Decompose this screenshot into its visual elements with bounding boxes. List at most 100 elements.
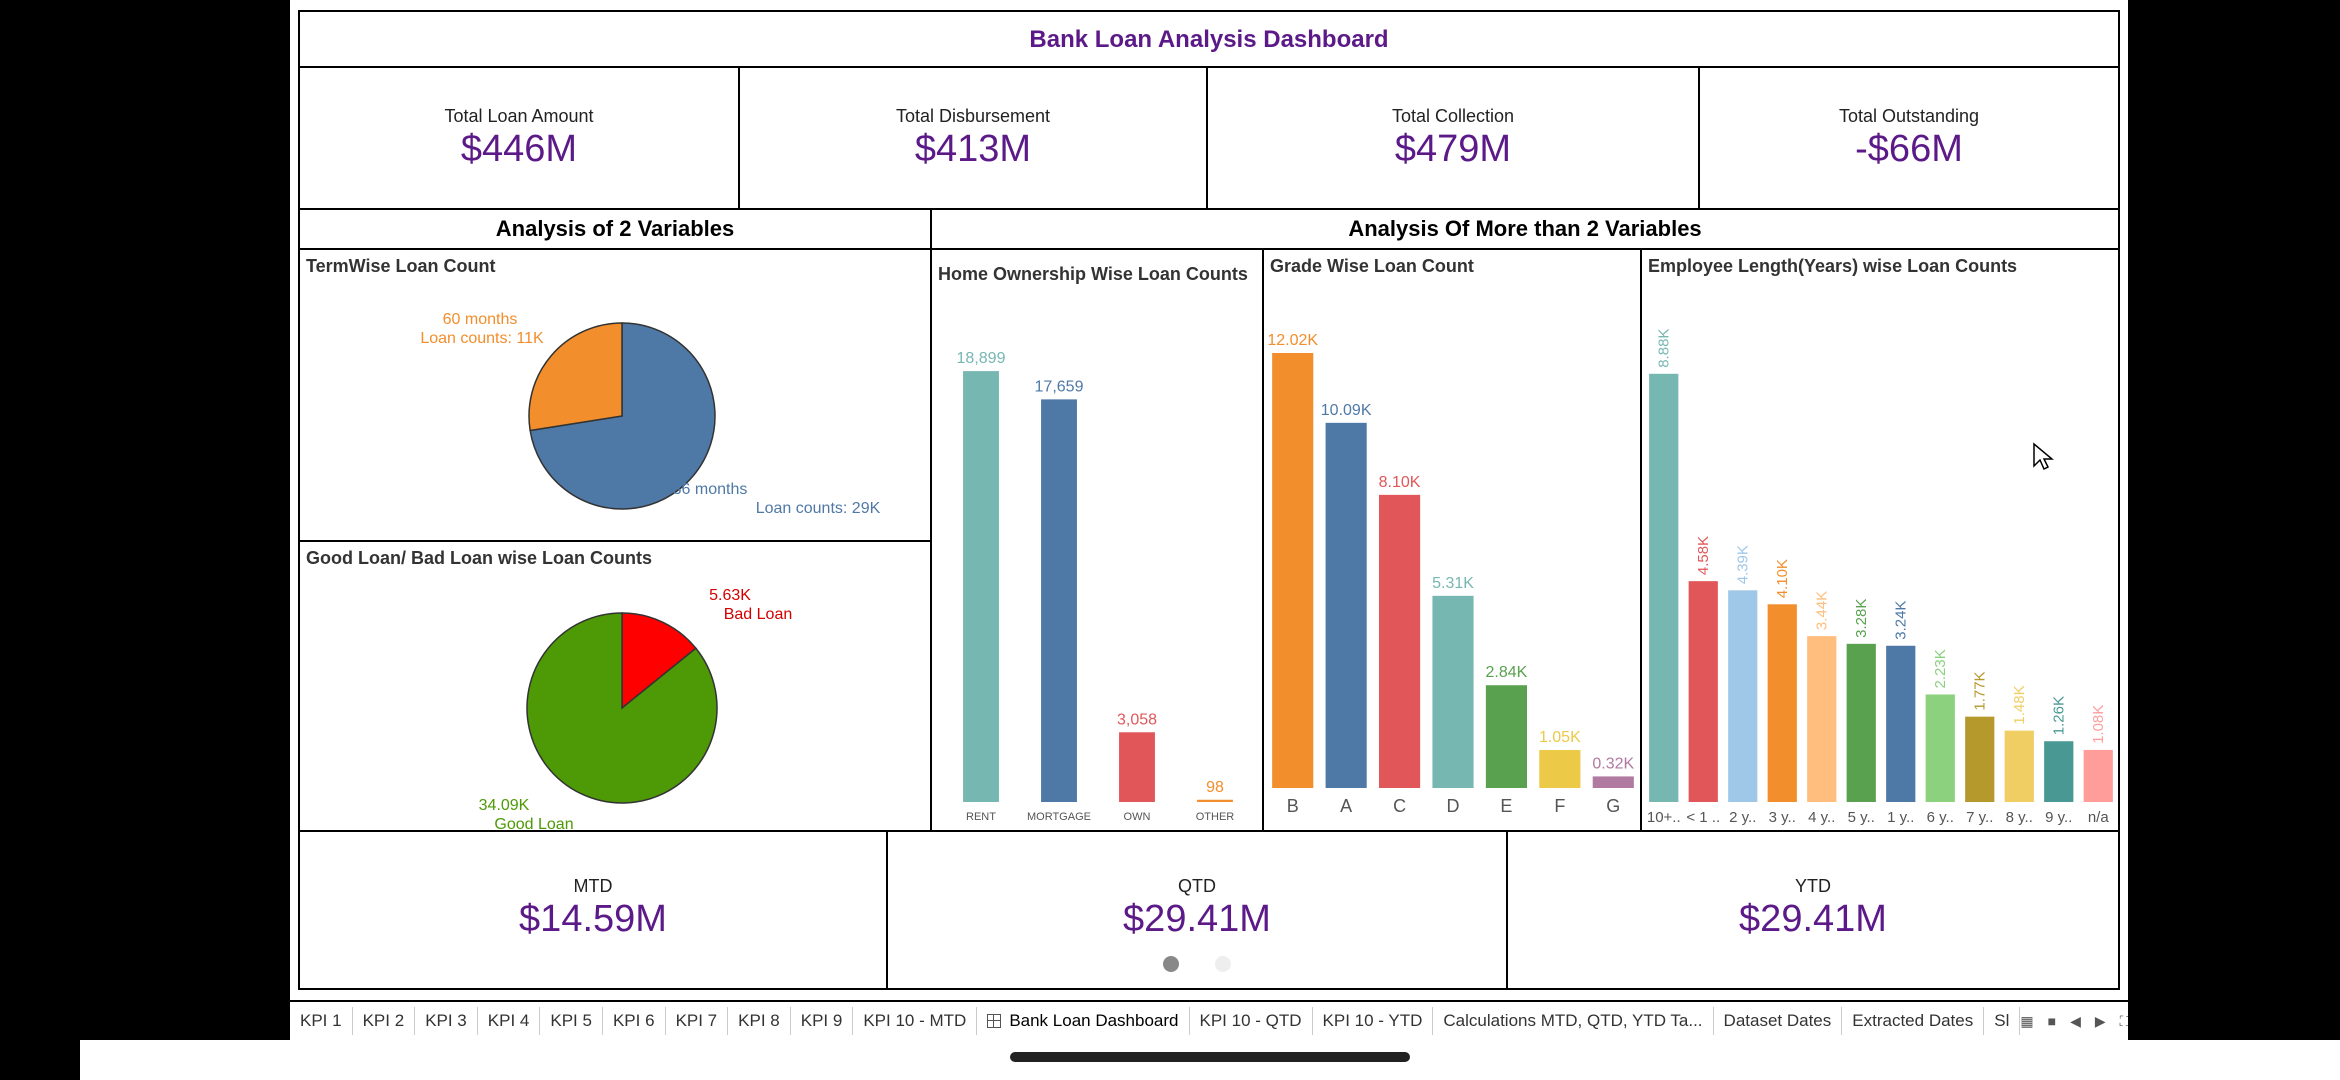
bar-category-label: 1 y.. <box>1887 809 1914 826</box>
bar-category-label: n/a <box>2088 809 2110 826</box>
bar-d[interactable] <box>1432 595 1474 788</box>
bar-c[interactable] <box>1379 494 1421 788</box>
tab-kpi-10-qtd[interactable]: KPI 10 - QTD <box>1190 1007 1313 1035</box>
bar-category-label: MORTGAGE <box>1027 811 1091 823</box>
bar-6-y[interactable] <box>1925 694 1955 802</box>
bar-3-y[interactable] <box>1767 604 1797 802</box>
home-indicator[interactable] <box>1010 1052 1410 1062</box>
kpi-total-outstanding: Total Outstanding -$66M <box>1698 66 2120 210</box>
pie-label-name: Bad Loan <box>724 606 793 623</box>
bar-g[interactable] <box>1592 776 1634 788</box>
tab-kpi-8[interactable]: KPI 8 <box>728 1007 791 1035</box>
bar-mortgage[interactable] <box>1041 399 1077 802</box>
tab-kpi-3[interactable]: KPI 3 <box>415 1007 478 1035</box>
bar-8-y[interactable] <box>2004 730 2034 802</box>
bar-value-label: 4.58K <box>1695 536 1712 575</box>
tab-kpi-4[interactable]: KPI 4 <box>478 1007 541 1035</box>
tab-kpi-10-ytd[interactable]: KPI 10 - YTD <box>1313 1007 1434 1035</box>
kpi-total-loan-amount: Total Loan Amount $446M <box>298 66 740 210</box>
next-sheet-icon[interactable]: ▶ <box>2094 1012 2106 1029</box>
chart-title: Good Loan/ Bad Loan wise Loan Counts <box>306 548 652 568</box>
kpi-qtd: QTD $29.41M <box>886 830 1508 990</box>
dashboard-title: Bank Loan Analysis Dashboard <box>298 10 2120 68</box>
bar-1[interactable] <box>1688 581 1718 802</box>
tab-kpi-6[interactable]: KPI 6 <box>603 1007 666 1035</box>
chart-title: Home Ownership Wise Loan Counts <box>938 264 1248 284</box>
pie-label-name: Good Loan <box>494 816 573 830</box>
bar-category-label: OTHER <box>1196 811 1235 823</box>
page-dot-active[interactable] <box>1163 956 1179 972</box>
dashboard: Bank Loan Analysis Dashboard Total Loan … <box>290 0 2128 1000</box>
bar-value-label: 4.39K <box>1735 545 1752 584</box>
bar-n-a[interactable] <box>2083 749 2113 802</box>
mouse-cursor-icon <box>2033 442 2054 471</box>
bar-1-y[interactable] <box>1886 645 1916 802</box>
pie-slice-60-months[interactable] <box>528 322 623 432</box>
bar-7-y[interactable] <box>1965 716 1995 802</box>
bar-own[interactable] <box>1119 732 1155 802</box>
pie-slice-bad-loan[interactable] <box>621 612 697 710</box>
bar-rent[interactable] <box>963 371 999 802</box>
bar-value-label: 8.88K <box>1656 329 1673 368</box>
bar-category-label: 3 y.. <box>1769 809 1796 826</box>
bar-value-label: 1.26K <box>2051 696 2068 735</box>
bar-category-label: 2 y.. <box>1729 809 1756 826</box>
tab-truncated[interactable]: Sl <box>1984 1007 2021 1035</box>
film-strip-icon[interactable]: ▦ <box>2020 1012 2034 1029</box>
bar-other[interactable] <box>1197 799 1233 802</box>
bar-value-label: 5.31K <box>1432 575 1474 592</box>
chart-title: Grade Wise Loan Count <box>1270 256 1474 276</box>
bar-9-y[interactable] <box>2044 741 2074 802</box>
prev-sheet-icon[interactable]: ◀ <box>2070 1012 2081 1029</box>
pie-label-value: 36 months <box>673 481 748 498</box>
bar-e[interactable] <box>1485 685 1527 788</box>
bar-category-label: 8 y.. <box>2006 809 2033 826</box>
bar-category-label: OWN <box>1124 811 1151 823</box>
bar-value-label: 10.09K <box>1321 402 1372 419</box>
bar-category-label: D <box>1447 796 1460 816</box>
tab-kpi-1[interactable]: KPI 1 <box>290 1007 353 1035</box>
section-header-more-variables: Analysis Of More than 2 Variables <box>930 208 2120 250</box>
tab-kpi-5[interactable]: KPI 5 <box>540 1007 603 1035</box>
kpi-total-disbursement: Total Disbursement $413M <box>738 66 1208 210</box>
bar-10[interactable] <box>1649 373 1679 802</box>
kpi-value: $446M <box>460 128 578 170</box>
tab-extracted-dates[interactable]: Extracted Dates <box>1842 1007 1985 1035</box>
bar-2-y[interactable] <box>1728 590 1758 802</box>
bar-category-label: RENT <box>966 811 996 823</box>
tab-kpi-7[interactable]: KPI 7 <box>666 1007 729 1035</box>
bar-b[interactable] <box>1272 352 1314 788</box>
kpi-value: $413M <box>914 128 1032 170</box>
bar-value-label: 12.02K <box>1267 332 1318 349</box>
page-dots <box>888 956 1506 977</box>
panel-employee-length: Employee Length(Years) wise Loan Counts … <box>1640 248 2120 832</box>
tab-bank-loan-dashboard[interactable]: Bank Loan Dashboard <box>977 1007 1190 1035</box>
bar-value-label: 4.10K <box>1774 559 1791 598</box>
bar-value-label: 8.10K <box>1379 474 1421 491</box>
dashboard-grid-icon <box>987 1014 1002 1028</box>
kpi-label: YTD <box>1795 876 1831 896</box>
pie-label-value: 34.09K <box>479 797 530 814</box>
section-header-2-variables: Analysis of 2 Variables <box>298 208 932 250</box>
bar-f[interactable] <box>1539 750 1581 788</box>
page-dot[interactable] <box>1215 956 1231 972</box>
tab-view-icon[interactable]: ■ <box>2047 1012 2057 1029</box>
fullscreen-icon[interactable]: ⛶ <box>2119 1012 2128 1029</box>
tab-dataset-dates[interactable]: Dataset Dates <box>1714 1007 1843 1035</box>
kpi-value: -$66M <box>1855 128 1963 170</box>
bar-a[interactable] <box>1325 422 1367 788</box>
tab-calculations[interactable]: Calculations MTD, QTD, YTD Ta... <box>1433 1007 1714 1035</box>
bar-value-label: 17,659 <box>1035 378 1084 395</box>
pie-slice-good-loan[interactable] <box>526 612 718 804</box>
bar-5-y[interactable] <box>1846 643 1876 802</box>
bar-value-label: 2.84K <box>1486 664 1528 681</box>
bar-4-y[interactable] <box>1807 636 1837 802</box>
bar-value-label: 3,058 <box>1117 711 1157 728</box>
tab-kpi-9[interactable]: KPI 9 <box>791 1007 854 1035</box>
kpi-value: $29.41M <box>1123 898 1271 940</box>
tab-kpi-10-mtd[interactable]: KPI 10 - MTD <box>853 1007 978 1035</box>
tab-kpi-2[interactable]: KPI 2 <box>353 1007 416 1035</box>
tab-label: Bank Loan Dashboard <box>1009 1011 1179 1030</box>
termwise-pie-chart: 36 months Loan counts: 29K 60 months Loan c… <box>420 311 880 517</box>
tab-tools: ▦ ■ ◀ ▶ ⛶ ◫ <box>2020 1013 2128 1030</box>
